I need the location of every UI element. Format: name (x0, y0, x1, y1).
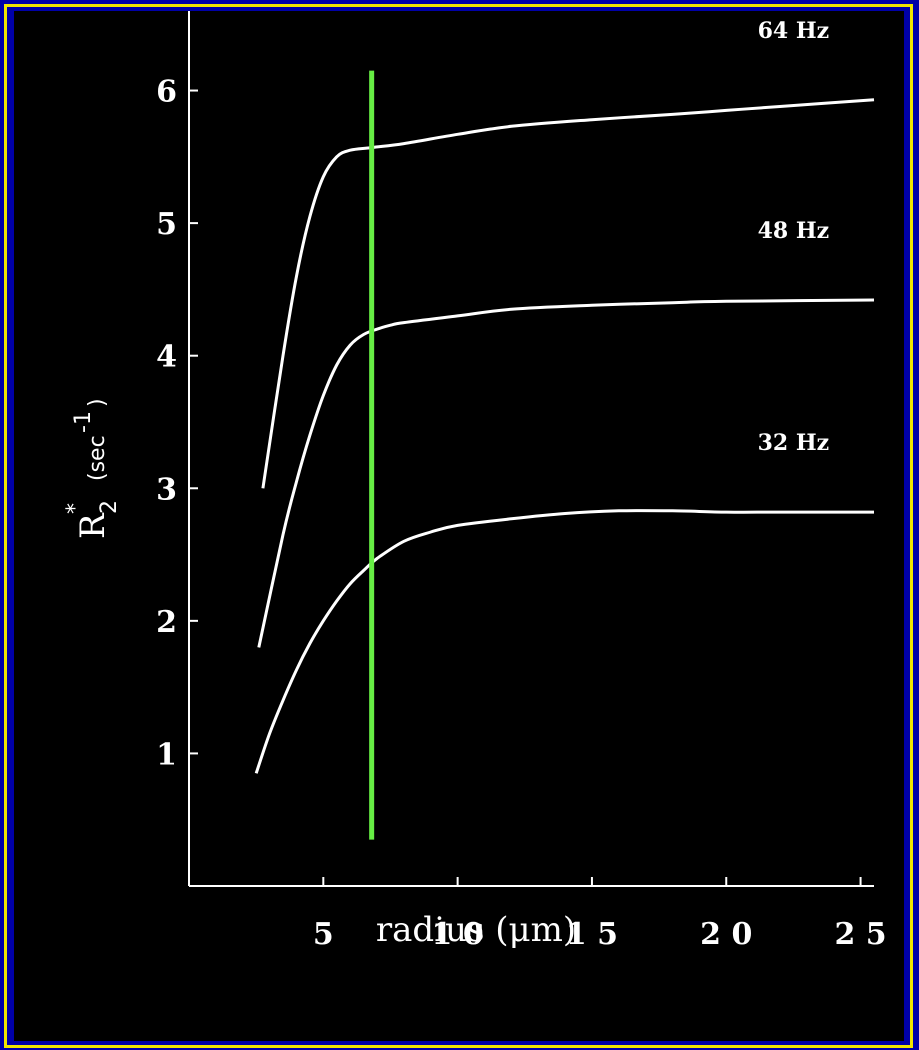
y-ticks: 1 2 3 4 5 6 (156, 75, 198, 772)
series-line-2 (254, 509, 874, 774)
axes (188, 11, 874, 887)
y-tick-label: 4 (156, 340, 177, 375)
chart-svg: 5 1 0 1 5 2 0 2 5 1 2 3 4 5 6 64 Hz 48 Hz 32 Hz rad… (63, 11, 887, 952)
x-ticks: 5 1 0 1 5 2 0 2 5 (313, 877, 887, 952)
y-axis-unit-close: ) (85, 398, 110, 407)
series-label-2: 32 Hz (758, 430, 830, 456)
series-line-0 (261, 98, 875, 489)
y-axis-subscript: 2 (97, 500, 122, 514)
series-lines (254, 98, 875, 774)
y-tick-label: 3 (156, 472, 177, 507)
series-label-1: 48 Hz (758, 218, 830, 244)
x-tick-label: 1 5 (566, 917, 618, 952)
x-tick-label: 5 (313, 917, 334, 952)
series-line-1 (257, 298, 875, 648)
x-tick-label: 2 5 (834, 917, 886, 952)
x-tick-label: 1 0 (432, 917, 484, 952)
y-tick-label: 1 (156, 737, 177, 772)
y-tick-label: 2 (156, 605, 177, 640)
y-axis-unit: (sec (85, 435, 110, 481)
plot-panel: 5 1 0 1 5 2 0 2 5 1 2 3 4 5 6 64 Hz 48 Hz 32 Hz rad… (14, 11, 904, 1041)
y-axis-symbol: R (73, 512, 113, 539)
x-tick-label: 2 0 (700, 917, 752, 952)
series-label-0: 64 Hz (758, 18, 830, 44)
y-tick-label: 5 (156, 207, 177, 242)
y-tick-label: 6 (156, 75, 177, 110)
y-axis-superscript: * (63, 503, 88, 514)
y-axis-unit-exponent: -1 (71, 411, 96, 433)
y-axis-label: R * 2 (sec -1 ) (63, 398, 122, 539)
series-labels: 64 Hz 48 Hz 32 Hz (758, 18, 830, 456)
x-axis-label: radius (μm) (376, 910, 576, 950)
